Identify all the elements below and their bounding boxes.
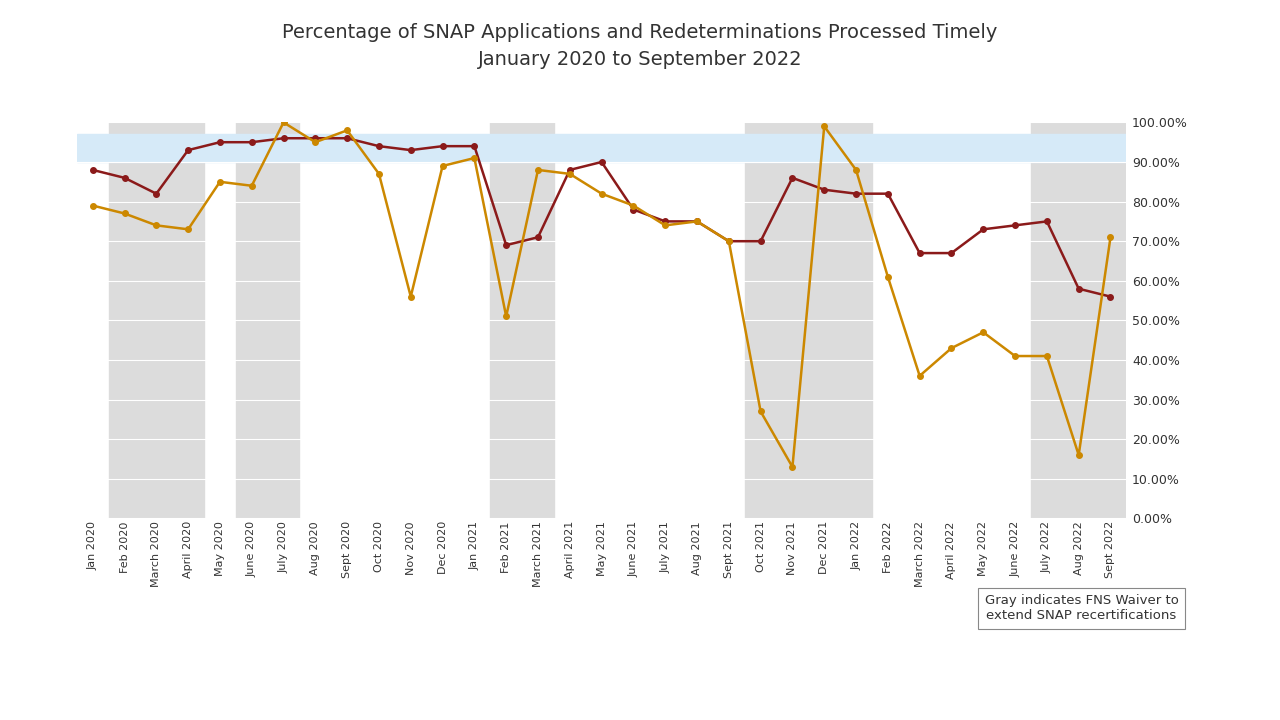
SNAP Applications [849,189,864,198]
SNAP Redeterminations [658,221,673,230]
Text: 6: 6 [1256,686,1265,700]
SNAP Redeterminations [212,177,228,186]
SNAP Applications [212,138,228,147]
SNAP Redeterminations [753,407,768,415]
Bar [236,122,300,518]
SNAP Redeterminations [721,237,736,246]
SNAP Applications [307,134,323,143]
Text: January 2020 to September 2022: January 2020 to September 2022 [477,50,803,68]
SNAP Redeterminations [116,209,132,217]
Bar [490,122,554,518]
SNAP Applications [84,166,100,174]
SNAP Applications [690,217,705,226]
SNAP Redeterminations [690,217,705,226]
SNAP Redeterminations [1039,351,1055,360]
SNAP Applications [467,142,483,150]
Text: Gray indicates FNS Waiver to
extend SNAP recertifications: Gray indicates FNS Waiver to extend SNAP… [984,595,1179,622]
SNAP Redeterminations [943,344,959,353]
SNAP Applications [594,158,609,166]
SNAP Redeterminations [911,372,927,380]
SNAP Applications [148,189,164,198]
SNAP Redeterminations [84,201,100,210]
SNAP Redeterminations [849,166,864,174]
SNAP Applications [943,248,959,257]
SNAP Applications [180,145,196,155]
SNAP Redeterminations [594,189,609,198]
SNAP Applications [1103,292,1119,301]
SNAP Applications [498,240,513,249]
SNAP Redeterminations [148,221,164,230]
SNAP Applications [658,217,673,226]
SNAP Redeterminations [498,312,513,320]
SNAP Applications [435,142,451,150]
SNAP Applications [530,233,545,241]
SNAP Redeterminations [307,138,323,147]
SNAP Redeterminations [881,272,896,281]
SNAP Redeterminations [244,181,260,190]
SNAP Redeterminations [1103,233,1119,241]
SNAP Redeterminations [435,162,451,171]
SNAP Applications [911,248,927,257]
SNAP Applications [116,174,132,182]
SNAP Redeterminations [467,153,483,162]
SNAP Applications [1007,221,1023,230]
SNAP Applications [403,145,419,155]
Bar [1030,122,1126,518]
SNAP Applications [975,225,991,233]
SNAP Redeterminations [339,126,355,135]
SNAP Redeterminations [562,169,577,178]
SNAP Redeterminations [276,118,292,127]
SNAP Applications [1071,284,1087,293]
SNAP Redeterminations [1071,451,1087,459]
SNAP Redeterminations [785,462,800,471]
SNAP Applications [753,237,768,246]
SNAP Applications [371,142,387,150]
SNAP Redeterminations [626,201,641,210]
Line: SNAP Redeterminations: SNAP Redeterminations [90,120,1114,469]
Text: Source: Texas HHSC Data, https://www.hhs.texas.gov/about/records-statistics/data: Source: Texas HHSC Data, https://www.hhs… [19,688,873,698]
SNAP Applications [817,185,832,194]
SNAP Applications [562,166,577,174]
SNAP Applications [881,189,896,198]
SNAP Applications [339,134,355,143]
Bar [745,122,872,518]
SNAP Redeterminations [1007,351,1023,360]
SNAP Redeterminations [371,169,387,178]
SNAP Applications [721,237,736,246]
SNAP Applications [785,174,800,182]
SNAP Redeterminations [817,122,832,130]
SNAP Redeterminations [530,166,545,174]
Text: Percentage of SNAP Applications and Redeterminations Processed Timely: Percentage of SNAP Applications and Rede… [283,23,997,42]
SNAP Applications [626,205,641,214]
SNAP Applications [1039,217,1055,226]
Bar [77,134,1126,162]
Bar [109,122,204,518]
SNAP Applications [244,138,260,147]
SNAP Redeterminations [403,292,419,301]
Line: SNAP Applications: SNAP Applications [90,135,1114,300]
SNAP Applications [276,134,292,143]
SNAP Redeterminations [180,225,196,233]
SNAP Redeterminations [975,328,991,336]
